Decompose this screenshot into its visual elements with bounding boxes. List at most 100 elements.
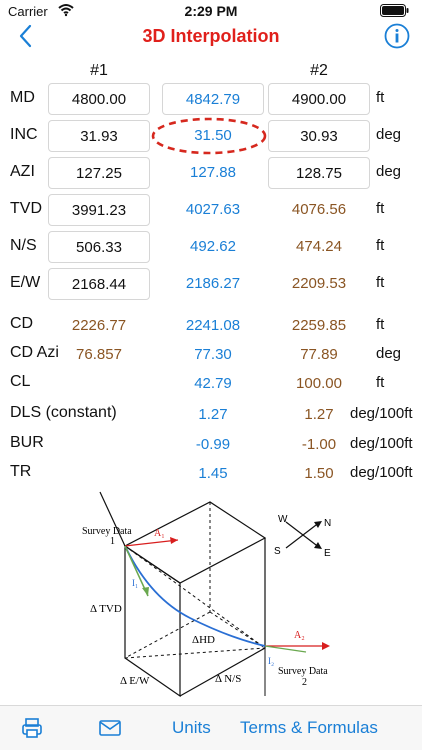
delta-ew-label: Δ E/W [120,675,150,687]
units-button[interactable]: Units [172,718,211,737]
row-label: N/S [10,237,37,254]
a1-label: A₁ [154,528,165,539]
azi-1-field[interactable]: 127.25 [48,157,150,189]
bur-2-value: -1.00 [301,436,337,453]
azi-2-field[interactable]: 128.75 [268,157,370,189]
row-unit: deg/100ft [350,464,413,481]
survey2-num-label: 2 [302,677,307,688]
chevron-left-icon[interactable] [16,22,36,50]
status-time: 2:29 PM [184,3,238,19]
tr-2-value: 1.50 [304,465,334,482]
dls-interp-value: 1.27 [198,406,228,423]
bur-interp-value: -0.99 [195,436,231,453]
ns-2-value: 474.24 [296,238,342,255]
ew-interp-value: 2186.27 [185,275,241,292]
row-ew: E/W 2168.44 2186.27 2209.53 ft [0,268,422,300]
row-tvd: TVD 3991.23 4027.63 4076.56 ft [0,194,422,226]
cl-2-value: 100.00 [296,375,342,392]
ns-interp-value: 492.62 [190,238,236,255]
printer-icon[interactable] [20,716,44,740]
column-header-1: #1 [90,62,108,79]
row-label: AZI [10,163,35,180]
ew-2-value: 2209.53 [291,275,347,292]
row-bur: BUR -0.99 -1.00 deg/100ft [0,432,422,458]
nav-bar: 3D Interpolation [0,22,422,52]
row-dls: DLS (constant) 1.27 1.27 deg/100ft [0,402,422,428]
wifi-icon [58,4,74,17]
row-azi: AZI 127.25 127.88 128.75 deg [0,157,422,189]
row-md: MD 4800.00 4842.79 4900.00 ft [0,83,422,115]
dls-2-value: 1.27 [304,406,334,423]
md-interp-field[interactable]: 4842.79 [162,83,264,115]
tvd-2-value: 4076.56 [291,201,347,218]
row-unit: ft [376,200,385,217]
cd-azi-2-value: 77.89 [300,346,338,363]
row-cd-azi: CD Azi 76.857 77.30 77.89 deg [0,342,422,368]
row-label: DLS (constant) [10,404,117,421]
ns-1-field[interactable]: 506.33 [48,231,150,263]
row-unit: deg [376,345,402,362]
delta-tvd-label: Δ TVD [90,603,122,615]
row-label: INC [10,126,38,143]
tvd-1-field[interactable]: 3991.23 [48,194,150,226]
page-title: 3D Interpolation [142,26,280,46]
inc-1-field[interactable]: 31.93 [48,120,150,152]
row-unit: ft [376,374,385,391]
ew-1-field[interactable]: 2168.44 [48,268,150,300]
row-cl: CL 42.79 100.00 ft [0,371,422,397]
compass-w-label: W [278,514,288,525]
inc-2-field[interactable]: 30.93 [268,120,370,152]
i1-label: I₁ [132,578,138,588]
row-ns: N/S 506.33 492.62 474.24 ft [0,231,422,263]
cd-interp-value: 2241.08 [185,317,241,334]
row-label: CL [10,373,31,390]
md-2-field[interactable]: 4900.00 [268,83,370,115]
highlight-ellipse [151,117,267,155]
row-unit: ft [376,274,385,291]
compass-e-label: E [324,548,331,559]
compass-s-label: S [274,546,281,557]
info-icon[interactable] [384,23,410,49]
row-unit: deg/100ft [350,435,413,452]
cd-azi-1-value: 76.857 [76,346,122,363]
row-label: TVD [10,200,42,217]
row-unit: ft [376,316,385,333]
row-inc: INC 31.93 31.50 30.93 deg [0,117,422,155]
row-label: E/W [10,274,41,291]
i2-label: I₂ [268,656,274,666]
row-unit: deg/100ft [350,405,413,422]
wellbore-diagram: Survey Data 1 A₁ I₁ Δ TVD ΔHD Δ E/W Δ N/… [82,491,331,698]
row-label: MD [10,89,35,106]
column-header-2: #2 [310,62,328,79]
azi-interp-value: 127.88 [190,164,236,181]
terms-formulas-button[interactable]: Terms & Formulas [240,718,378,737]
row-label: CD Azi [10,344,59,361]
compass-n-label: N [324,518,331,529]
row-unit: deg [376,126,402,143]
delta-hd-label: ΔHD [192,634,215,646]
a2-label: A₂ [294,630,305,641]
row-label: CD [10,315,34,332]
inc-interp-value: 31.50 [194,127,232,144]
cd-1-value: 2226.77 [71,317,127,334]
delta-ns-label: Δ N/S [215,673,241,685]
survey1-label: Survey Data [82,526,132,537]
md-1-field[interactable]: 4800.00 [48,83,150,115]
carrier-label: Carrier [8,4,48,19]
cl-interp-value: 42.79 [194,375,232,392]
row-label: BUR [10,434,44,451]
row-unit: ft [376,89,385,106]
survey1-num-label: 1 [110,536,115,547]
row-cd: CD 2226.77 2241.08 2259.85 ft [0,313,422,339]
mail-icon[interactable] [98,716,122,740]
survey2-label: Survey Data [278,666,328,677]
status-bar: Carrier 2:29 PM [0,0,422,22]
cd-azi-interp-value: 77.30 [194,346,232,363]
row-unit: ft [376,237,385,254]
cd-2-value: 2259.85 [291,317,347,334]
row-label: TR [10,463,32,480]
battery-icon [380,4,409,17]
row-tr: TR 1.45 1.50 deg/100ft [0,461,422,487]
tvd-interp-value: 4027.63 [185,201,241,218]
tr-interp-value: 1.45 [198,465,228,482]
